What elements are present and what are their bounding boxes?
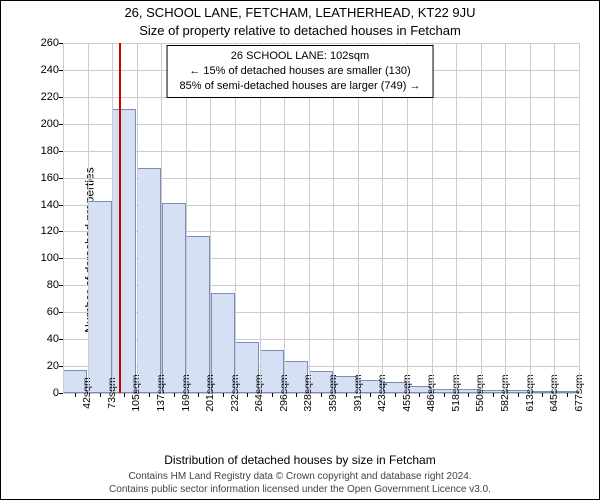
histogram-bar bbox=[186, 236, 210, 394]
x-tick-label: 264sqm bbox=[247, 374, 265, 411]
x-tick-label: 391sqm bbox=[346, 374, 364, 411]
x-tick-label: 550sqm bbox=[468, 374, 486, 411]
histogram-bar bbox=[137, 168, 161, 393]
x-tick-label: 582sqm bbox=[493, 374, 511, 411]
annotation-box: 26 SCHOOL LANE: 102sqm ← 15% of detached… bbox=[167, 45, 434, 98]
annotation-line-2: ← 15% of detached houses are smaller (13… bbox=[180, 64, 421, 79]
title-sub: Size of property relative to detached ho… bbox=[1, 23, 599, 38]
annotation-line-3: 85% of semi-detached houses are larger (… bbox=[180, 79, 421, 94]
x-tick-label: 201sqm bbox=[198, 374, 216, 411]
histogram-bar bbox=[162, 203, 186, 393]
grid-line-v bbox=[481, 43, 482, 393]
footer-line-1: Contains HM Land Registry data © Crown c… bbox=[1, 471, 599, 484]
x-tick-label: 613sqm bbox=[518, 374, 536, 411]
grid-line-v bbox=[554, 43, 555, 393]
x-tick-label: 105sqm bbox=[124, 374, 142, 411]
x-tick-label: 232sqm bbox=[223, 374, 241, 411]
x-tick-label: 645sqm bbox=[542, 374, 560, 411]
x-tick-label: 518sqm bbox=[444, 374, 462, 411]
x-tick-label: 169sqm bbox=[174, 374, 192, 411]
histogram-bar bbox=[88, 201, 112, 394]
x-tick-label: 328sqm bbox=[296, 374, 314, 411]
x-tick-label: 359sqm bbox=[321, 374, 339, 411]
grid-line-v bbox=[137, 43, 138, 393]
grid-line-v bbox=[456, 43, 457, 393]
x-axis-caption: Distribution of detached houses by size … bbox=[1, 453, 599, 467]
property-marker-line bbox=[119, 43, 121, 393]
footer-line-2: Contains public sector information licen… bbox=[1, 484, 599, 497]
grid-line bbox=[63, 124, 579, 125]
grid-line-v bbox=[505, 43, 506, 393]
x-tick-label: 137sqm bbox=[149, 374, 167, 411]
grid-line-v bbox=[112, 43, 113, 393]
footer-attribution: Contains HM Land Registry data © Crown c… bbox=[1, 471, 599, 496]
grid-line-v bbox=[530, 43, 531, 393]
title-main: 26, SCHOOL LANE, FETCHAM, LEATHERHEAD, K… bbox=[1, 5, 599, 20]
grid-line-v bbox=[161, 43, 162, 393]
x-tick-label: 677sqm bbox=[567, 374, 585, 411]
grid-line-v bbox=[63, 43, 64, 393]
x-tick-label: 455sqm bbox=[395, 374, 413, 411]
x-tick-label: 486sqm bbox=[419, 374, 437, 411]
x-tick-label: 423sqm bbox=[370, 374, 388, 411]
grid-line-v bbox=[579, 43, 580, 393]
grid-line bbox=[63, 151, 579, 152]
histogram-bar bbox=[112, 109, 136, 393]
grid-line-v bbox=[88, 43, 89, 393]
x-tick-label: 42sqm bbox=[75, 377, 93, 409]
grid-line bbox=[63, 43, 579, 44]
y-tick-mark bbox=[59, 393, 63, 394]
x-tick-label: 296sqm bbox=[272, 374, 290, 411]
x-tick-label: 73sqm bbox=[100, 377, 118, 409]
annotation-line-1: 26 SCHOOL LANE: 102sqm bbox=[180, 49, 421, 64]
chart-container: 26, SCHOOL LANE, FETCHAM, LEATHERHEAD, K… bbox=[0, 0, 600, 500]
